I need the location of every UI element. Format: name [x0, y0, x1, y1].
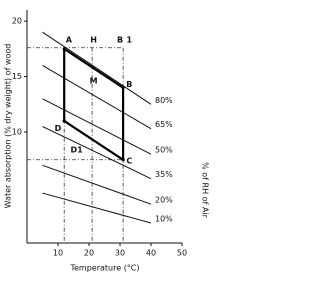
y-axis-label: Water absorption (% dry weight) of wood	[4, 44, 13, 209]
annotation: A	[66, 35, 73, 44]
y-tick-label: 15	[12, 72, 22, 81]
cycle-point	[62, 119, 66, 123]
rh-line	[42, 98, 152, 155]
x-tick-label: 40	[146, 249, 156, 258]
annotation: H	[90, 35, 97, 44]
annotation: M	[90, 77, 98, 86]
rh-line	[42, 31, 152, 105]
chart: Temperature (°C) Water absorption (% dry…	[4, 10, 210, 273]
x-tick-label: 30	[115, 249, 125, 258]
y-tick-label: 10	[12, 128, 22, 137]
rh-label: 65%	[155, 120, 173, 129]
x-tick-label: 10	[53, 249, 63, 258]
y2-axis-label: % of RH of Air	[201, 162, 210, 218]
y-tick-label: 20	[12, 17, 22, 26]
rh-label: 50%	[155, 146, 173, 155]
rh-label: 35%	[155, 170, 173, 179]
x-tick-label: 50	[177, 249, 187, 258]
rh-label: 10%	[155, 215, 173, 224]
rh-line	[42, 164, 152, 205]
rh-label: 20%	[155, 196, 173, 205]
x-tick-label: 20	[84, 249, 94, 258]
rh-line	[42, 192, 152, 224]
x-axis-label: Temperature (°C)	[69, 264, 139, 273]
rh-line	[42, 126, 152, 180]
cycle-point	[121, 86, 125, 90]
annotation: C	[126, 156, 132, 165]
cycle-point	[62, 47, 66, 51]
rh-line	[42, 65, 152, 130]
annotation: 1	[127, 35, 133, 44]
annotation: D	[55, 124, 62, 133]
annotation: B	[117, 35, 123, 44]
cycle-point	[121, 158, 125, 162]
annotation: B	[126, 80, 132, 89]
rh-label: 80%	[155, 96, 173, 105]
annotation: D1	[70, 145, 83, 154]
cycle-path	[63, 47, 125, 162]
